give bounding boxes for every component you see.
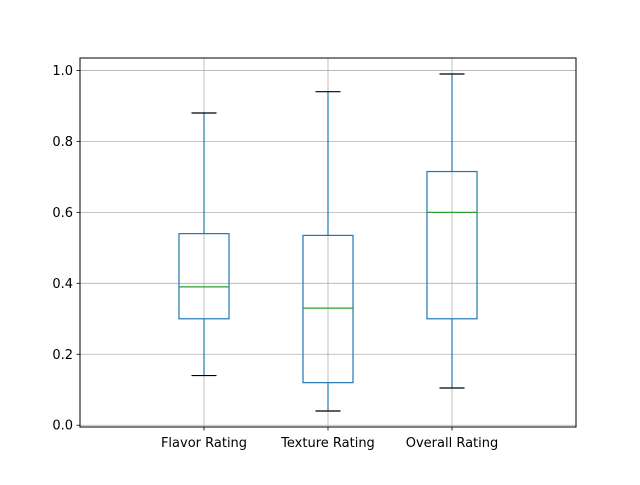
y-tick-label: 0.4 — [52, 277, 73, 292]
box-group — [426, 73, 478, 389]
y-tick-label: 0.0 — [52, 419, 73, 434]
x-tick-label: Overall Rating — [406, 436, 499, 451]
box-group — [178, 112, 230, 377]
tick-layer: 0.0 0.2 0.4 0.6 0.8 1.0 Flavor Rating Texture R… — [52, 64, 498, 451]
iqr-box — [302, 234, 354, 384]
y-tick-label: 0.2 — [52, 348, 73, 363]
iqr-box — [178, 233, 230, 320]
y-tick-label: 0.8 — [52, 135, 73, 150]
box-group — [302, 91, 354, 412]
y-tick-label: 1.0 — [52, 64, 73, 79]
x-tick-label: Flavor Rating — [161, 436, 247, 451]
iqr-box — [426, 170, 478, 320]
box-layer — [178, 73, 478, 412]
y-tick-label: 0.6 — [52, 206, 73, 221]
x-tick-label: Texture Rating — [280, 436, 375, 451]
